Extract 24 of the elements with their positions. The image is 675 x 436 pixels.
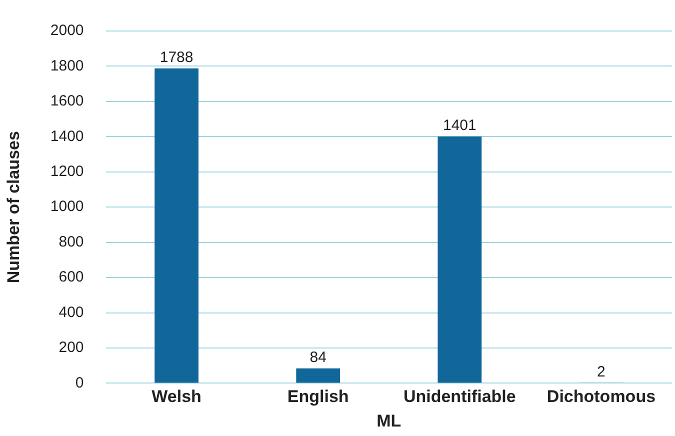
y-tick-label: 1400 xyxy=(50,128,84,145)
y-tick-label: 1600 xyxy=(50,92,84,110)
y-axis-title: Number of clauses xyxy=(4,131,23,284)
y-tick-label: 200 xyxy=(58,339,84,356)
data-label: 1401 xyxy=(442,117,476,134)
y-tick-label: 1200 xyxy=(50,163,84,180)
y-tick-label: 800 xyxy=(58,233,84,250)
data-label: 1788 xyxy=(160,48,194,66)
bar xyxy=(154,68,198,383)
y-tick-label: 2000 xyxy=(50,22,84,40)
x-tick-label: English xyxy=(287,387,349,406)
x-tick-label: Welsh xyxy=(152,387,202,406)
x-axis-title: ML xyxy=(376,411,402,430)
y-tick-label: 1000 xyxy=(50,198,84,216)
y-tick-label: 1800 xyxy=(50,57,84,74)
data-label: 84 xyxy=(310,349,326,366)
bar xyxy=(296,368,340,383)
x-tick-label: Dichotomous xyxy=(546,387,656,406)
bar xyxy=(438,136,482,383)
y-tick-label: 0 xyxy=(75,374,84,392)
x-tick-label: Unidentifiable xyxy=(403,387,516,406)
y-tick-label: 400 xyxy=(58,304,84,321)
y-tick-label: 600 xyxy=(58,268,84,286)
data-label: 2 xyxy=(597,363,606,380)
